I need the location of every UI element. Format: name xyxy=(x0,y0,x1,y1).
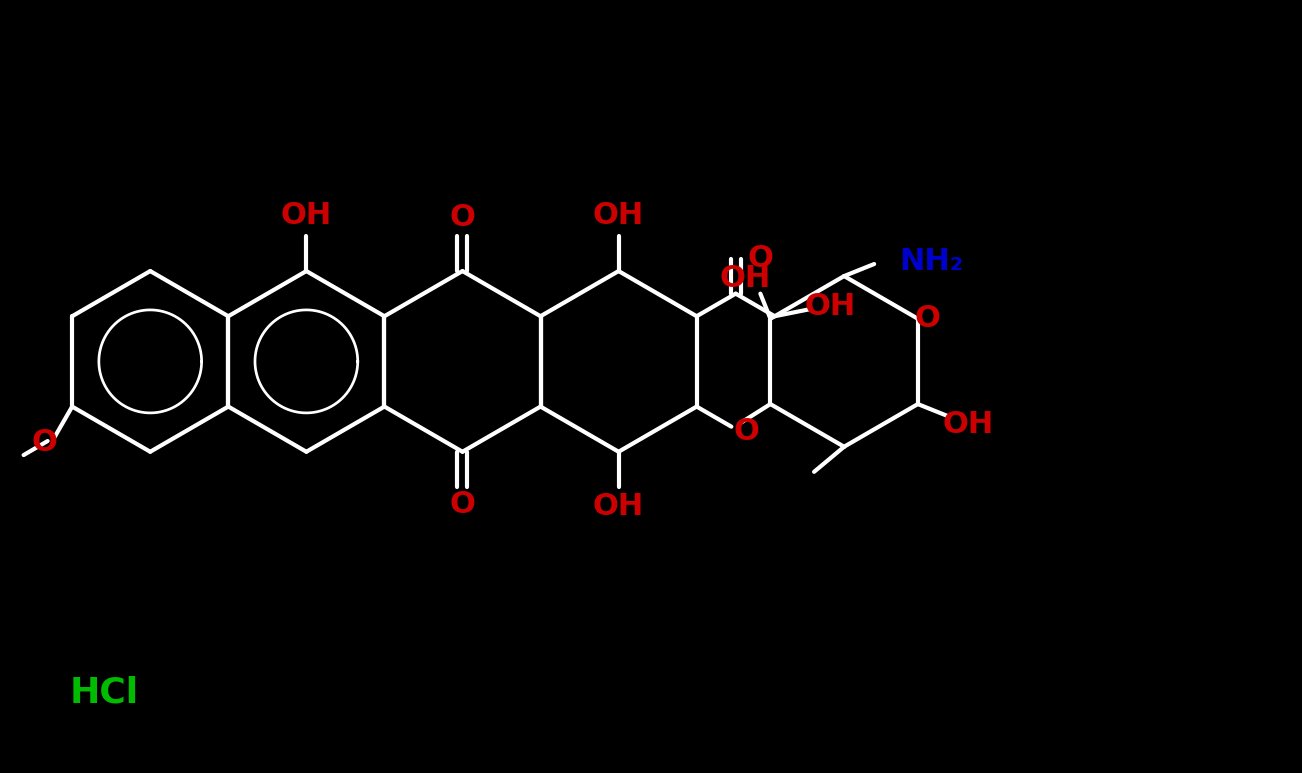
Text: OH: OH xyxy=(281,201,332,230)
Text: OH: OH xyxy=(720,264,771,293)
Text: OH: OH xyxy=(943,410,993,438)
Text: O: O xyxy=(733,417,759,446)
Text: O: O xyxy=(31,427,57,457)
Text: OH: OH xyxy=(805,291,855,321)
Text: O: O xyxy=(915,305,941,333)
Text: OH: OH xyxy=(592,492,644,522)
Text: O: O xyxy=(449,490,475,519)
Text: OH: OH xyxy=(592,201,644,230)
Text: NH₂: NH₂ xyxy=(900,247,963,275)
Text: O: O xyxy=(747,244,773,273)
Text: HCl: HCl xyxy=(70,676,139,710)
Text: O: O xyxy=(449,203,475,233)
